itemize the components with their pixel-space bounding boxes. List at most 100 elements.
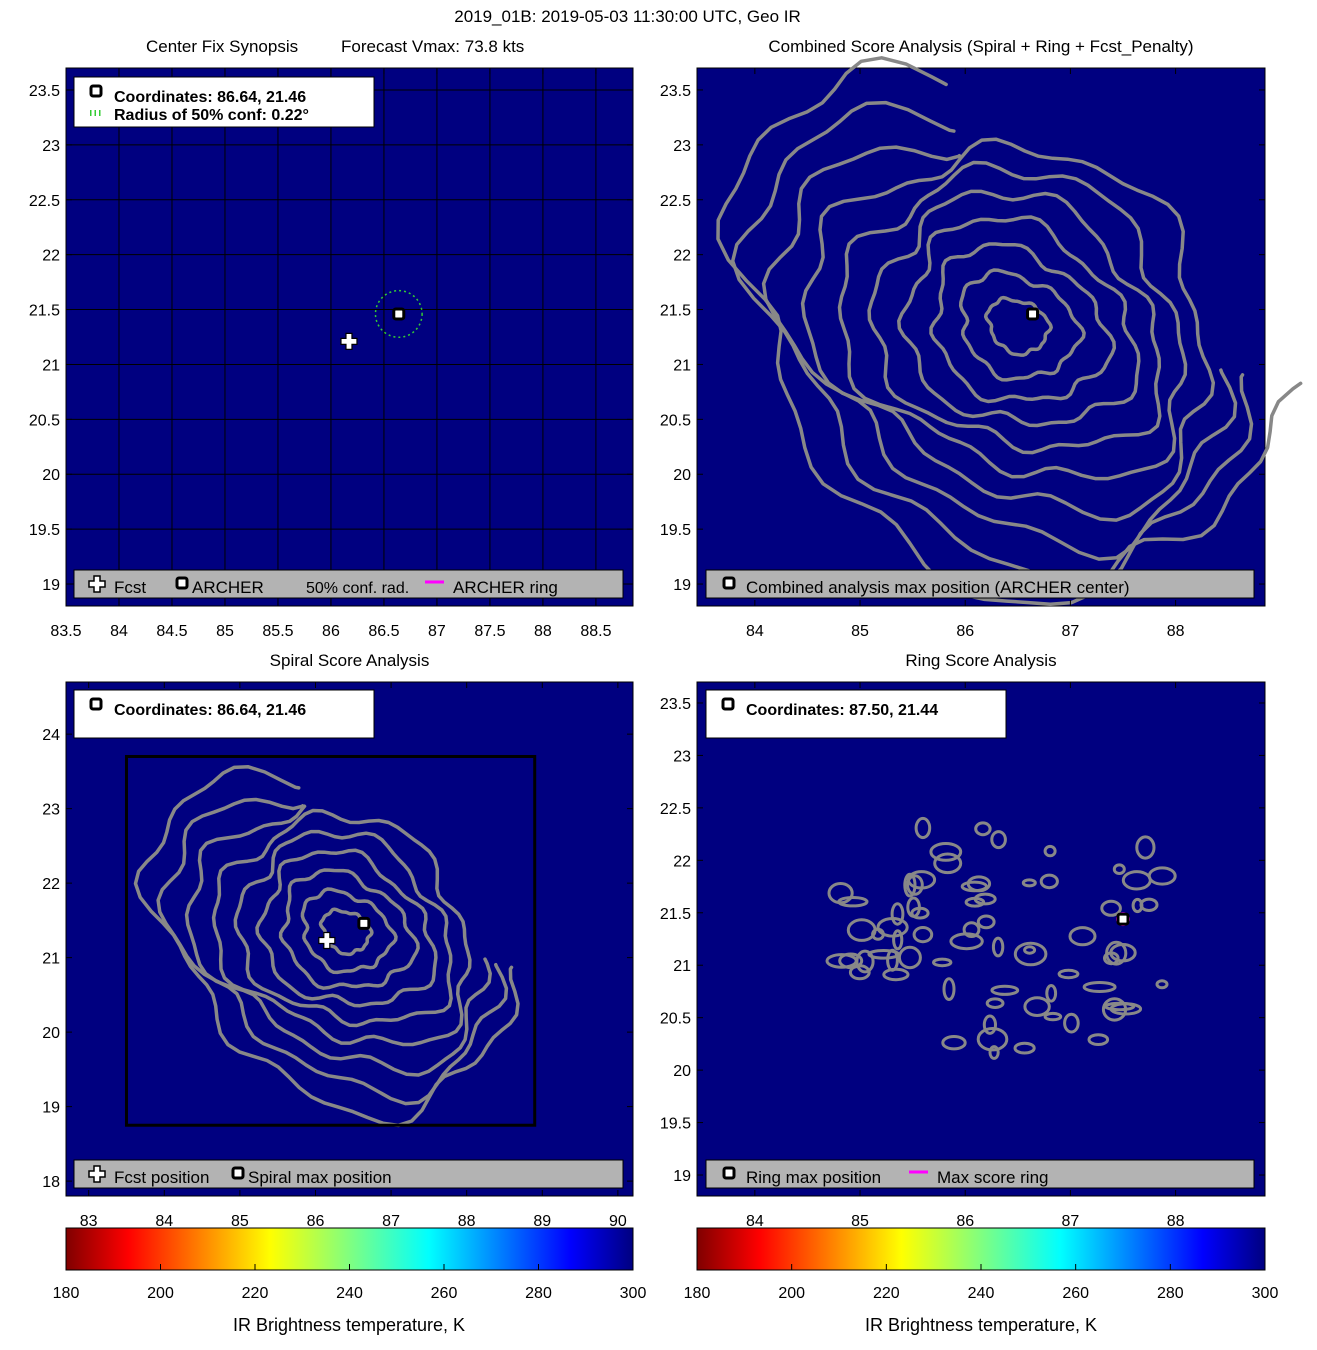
ring-score-contour bbox=[838, 952, 864, 970]
colorbar-tick-label: 200 bbox=[778, 1285, 805, 1302]
contour-line bbox=[184, 791, 492, 1077]
colorbar-tick-label: 220 bbox=[242, 1285, 269, 1302]
y-tick-label: 19.5 bbox=[660, 1116, 691, 1133]
ring-score-contour bbox=[1105, 940, 1128, 966]
colorbar-tick-label: 300 bbox=[1252, 1285, 1279, 1302]
ring-score-contour bbox=[1023, 945, 1037, 955]
panel1-subtitle: Forecast Vmax: 73.8 kts bbox=[341, 37, 525, 56]
x-tick-label: 87 bbox=[428, 623, 446, 640]
ring-score-contour bbox=[941, 1035, 967, 1051]
ring-score-contour bbox=[903, 872, 917, 898]
x-tick-label: 87 bbox=[382, 1213, 400, 1230]
panel3-contours bbox=[133, 765, 543, 1128]
ring-score-contour bbox=[892, 929, 904, 951]
ring-score-contour bbox=[906, 874, 924, 896]
ring-score-contour bbox=[1135, 835, 1156, 860]
x-tick-label: 86 bbox=[322, 623, 340, 640]
colorbar-tick-label: 180 bbox=[53, 1285, 80, 1302]
ring-score-contour bbox=[1023, 996, 1051, 1017]
ring-score-contour bbox=[912, 926, 934, 944]
x-tick-label: 85.5 bbox=[262, 623, 293, 640]
contour-line bbox=[233, 829, 453, 1028]
panel1-marks bbox=[340, 307, 406, 350]
ring-score-contour bbox=[949, 932, 984, 951]
ring-score-contour bbox=[962, 921, 981, 938]
y-tick-label: 19 bbox=[42, 1100, 60, 1117]
panel-ring: 84 85 86 87 88 19 19.5 20 20.5 21 21.5 22 22.5 23 23.5… bbox=[660, 681, 1266, 1230]
y-tick-label: 22 bbox=[42, 248, 60, 265]
ring-max-point bbox=[1116, 912, 1130, 926]
legend-archer: ARCHER bbox=[192, 578, 264, 597]
archer-center-point bbox=[392, 307, 406, 321]
ring-score-contour bbox=[942, 977, 956, 1001]
x-tick-label: 83.5 bbox=[50, 623, 81, 640]
ring-score-contour bbox=[846, 918, 877, 942]
x-tick-label: 84 bbox=[155, 1213, 173, 1230]
ring-score-contour bbox=[914, 816, 932, 840]
spiral-info-coordinates: Coordinates: 86.64, 21.46 bbox=[114, 702, 306, 719]
x-tick-label: 84 bbox=[746, 623, 764, 640]
ring-score-contour bbox=[991, 936, 1005, 958]
y-tick-label: 21 bbox=[673, 357, 691, 374]
ring-score-contour bbox=[876, 917, 909, 938]
legend-archer-ring: ARCHER ring bbox=[453, 578, 558, 597]
ring-score-contour bbox=[990, 984, 1020, 996]
ring-score-contour bbox=[1112, 863, 1126, 876]
legend-combined-max: Combined analysis max position (ARCHER c… bbox=[746, 578, 1130, 597]
y-tick-label: 22 bbox=[673, 853, 691, 870]
ring-score-contour bbox=[976, 914, 996, 930]
colorbar-tick-label: 220 bbox=[873, 1285, 900, 1302]
ring-score-contour bbox=[1057, 968, 1080, 980]
ring-score-contour bbox=[1013, 941, 1048, 967]
colorbar-tick-label: 280 bbox=[1157, 1285, 1184, 1302]
y-tick-label: 23 bbox=[673, 748, 691, 765]
panel1-info-box: Coordinates: 86.64, 21.46 Radius of 50% … bbox=[73, 76, 375, 128]
colorbar-tick-label: 180 bbox=[684, 1285, 711, 1302]
ring-score-contour bbox=[1045, 984, 1058, 1003]
contour-line bbox=[211, 808, 472, 1047]
contour-line bbox=[867, 189, 1162, 455]
y-tick-label: 18 bbox=[42, 1174, 60, 1191]
panel2-axes: 84 85 86 87 88 19 19.5 20 20.5 21 21.5 22 22.5 23 23.5 bbox=[660, 68, 1265, 640]
y-tick-label: 20 bbox=[42, 467, 60, 484]
panel1-title: Center Fix Synopsis bbox=[146, 37, 299, 56]
x-tick-label: 86 bbox=[956, 1213, 974, 1230]
ring-score-contour bbox=[929, 842, 963, 862]
archer-icon bbox=[89, 84, 103, 98]
y-tick-label: 19.5 bbox=[660, 522, 691, 539]
contour-line bbox=[255, 848, 438, 1008]
contour-line bbox=[897, 215, 1141, 428]
x-tick-label: 87 bbox=[1062, 1213, 1080, 1230]
ring-score-contour bbox=[825, 953, 858, 969]
spiral-legend-icon bbox=[231, 1166, 245, 1180]
y-tick-label: 22.5 bbox=[29, 193, 60, 210]
x-tick-label: 84 bbox=[746, 1213, 764, 1230]
info-coordinates: Coordinates: 86.64, 21.46 bbox=[114, 89, 306, 106]
legend-ring-max: Ring max position bbox=[746, 1168, 881, 1187]
panel-center-fix: 83.5 84 84.5 85 85.5 86 86.5 87 87.5 88 88.5 19 19.5… bbox=[29, 67, 634, 640]
colorbar-right-label: IR Brightness temperature, K bbox=[865, 1315, 1097, 1335]
y-tick-label: 21 bbox=[673, 958, 691, 975]
colorbar-tick-label: 300 bbox=[620, 1285, 647, 1302]
ring-score-contour bbox=[1013, 1041, 1036, 1055]
ring-score-contour bbox=[906, 870, 937, 890]
ring-score-contour bbox=[933, 852, 963, 875]
ring-score-contour bbox=[974, 821, 992, 837]
panel3-title: Spiral Score Analysis bbox=[269, 651, 430, 670]
ring-score-contour bbox=[932, 957, 953, 968]
panel2-legend: Combined analysis max position (ARCHER c… bbox=[705, 569, 1255, 599]
ring-score-contour bbox=[1101, 997, 1128, 1022]
spiral-info-icon bbox=[89, 697, 103, 711]
y-tick-label: 20.5 bbox=[29, 412, 60, 429]
ring-score-contour bbox=[1021, 878, 1037, 888]
x-tick-label: 86 bbox=[307, 1213, 325, 1230]
ring-score-contour bbox=[1087, 1033, 1110, 1046]
spiral-max-point bbox=[357, 916, 371, 930]
colorbar-right: 180 200 220 240 260 280 300 IR Brightness temp… bbox=[684, 1227, 1279, 1335]
ring-score-contour bbox=[890, 902, 905, 926]
ring-score-contour bbox=[982, 1014, 998, 1035]
combined-max-icon bbox=[722, 576, 736, 590]
x-tick-label: 85 bbox=[216, 623, 234, 640]
ring-score-contour bbox=[867, 949, 901, 960]
x-tick-label: 90 bbox=[609, 1213, 627, 1230]
